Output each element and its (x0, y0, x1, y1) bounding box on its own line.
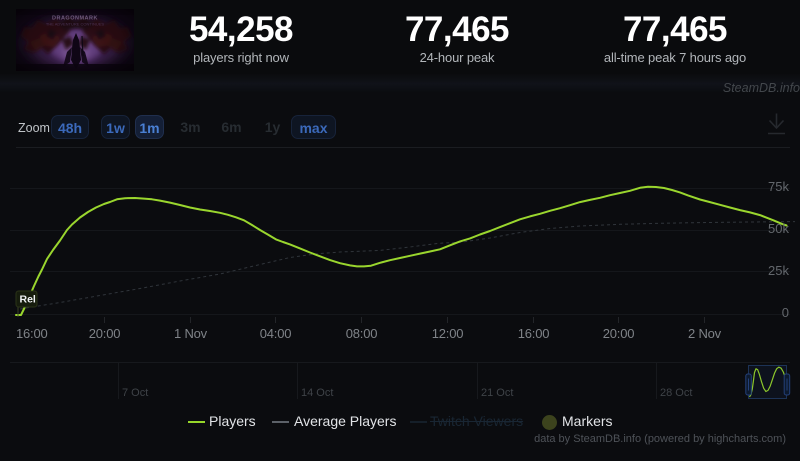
svg-text:08:00: 08:00 (346, 326, 378, 341)
svg-text:0: 0 (782, 305, 789, 320)
svg-text:75k: 75k (768, 179, 789, 194)
svg-text:20:00: 20:00 (89, 326, 121, 341)
svg-text:14 Oct: 14 Oct (301, 387, 333, 399)
svg-text:20:00: 20:00 (603, 326, 635, 341)
svg-text:16:00: 16:00 (16, 326, 48, 341)
svg-text:50k: 50k (768, 221, 789, 236)
svg-text:12:00: 12:00 (432, 326, 464, 341)
svg-text:04:00: 04:00 (260, 326, 292, 341)
svg-text:Rel: Rel (20, 294, 36, 306)
svg-text:21 Oct: 21 Oct (481, 387, 513, 399)
svg-text:28 Oct: 28 Oct (660, 387, 692, 399)
svg-text:16:00: 16:00 (518, 326, 550, 341)
svg-text:2 Nov: 2 Nov (688, 326, 722, 341)
svg-text:25k: 25k (768, 263, 789, 278)
svg-text:7 Oct: 7 Oct (122, 387, 148, 399)
svg-text:1 Nov: 1 Nov (174, 326, 208, 341)
